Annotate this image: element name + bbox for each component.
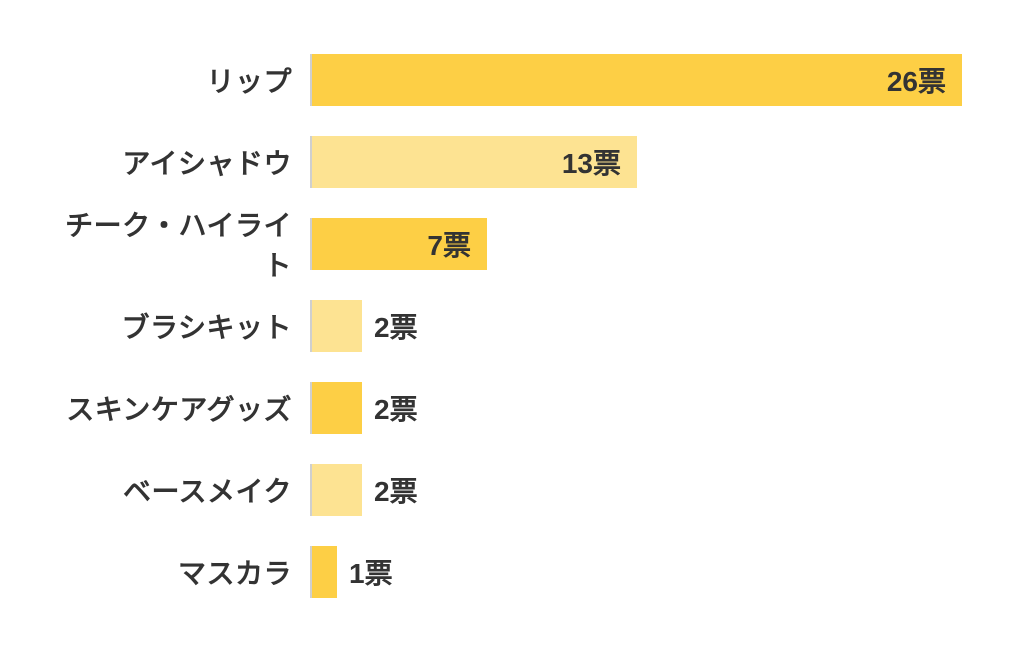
- value-label: 1票: [349, 552, 393, 592]
- chart-row: チーク・ハイライト7票: [40, 212, 984, 276]
- category-label: ブラシキット: [40, 306, 310, 346]
- category-label: スキンケアグッズ: [40, 388, 310, 428]
- bar-track: 1票: [310, 546, 970, 598]
- category-label: ベースメイク: [40, 470, 310, 510]
- value-label: 13票: [562, 142, 621, 182]
- bar-track: 7票: [310, 218, 970, 270]
- votes-bar-chart: リップ26票アイシャドウ13票チーク・ハイライト7票ブラシキット2票スキンケアグ…: [40, 48, 984, 622]
- bar: [312, 464, 362, 516]
- chart-row: アイシャドウ 13票: [40, 130, 984, 194]
- bar: 13票: [312, 136, 637, 188]
- value-label: 2票: [374, 306, 418, 346]
- value-label: 26票: [887, 60, 946, 100]
- bar: [312, 546, 337, 598]
- chart-row: スキンケアグッズ 2票: [40, 376, 984, 440]
- value-label: 2票: [374, 388, 418, 428]
- category-label: チーク・ハイライト: [40, 204, 310, 284]
- value-label: 2票: [374, 470, 418, 510]
- bar-track: 26票: [310, 54, 970, 106]
- chart-row: ベースメイク 2票: [40, 458, 984, 522]
- value-label: 7票: [427, 224, 471, 264]
- bar: 7票: [312, 218, 487, 270]
- category-label: アイシャドウ: [40, 142, 310, 182]
- bar-track: 2票: [310, 300, 970, 352]
- chart-row: ブラシキット 2票: [40, 294, 984, 358]
- chart-row: リップ 26票: [40, 48, 984, 112]
- chart-row: マスカラ 1票: [40, 540, 984, 604]
- category-label: リップ: [40, 60, 310, 100]
- bar: [312, 300, 362, 352]
- bar-track: 2票: [310, 464, 970, 516]
- bar: [312, 382, 362, 434]
- bar-track: 13票: [310, 136, 970, 188]
- bar-track: 2票: [310, 382, 970, 434]
- bar: 26票: [312, 54, 962, 106]
- category-label: マスカラ: [40, 552, 310, 592]
